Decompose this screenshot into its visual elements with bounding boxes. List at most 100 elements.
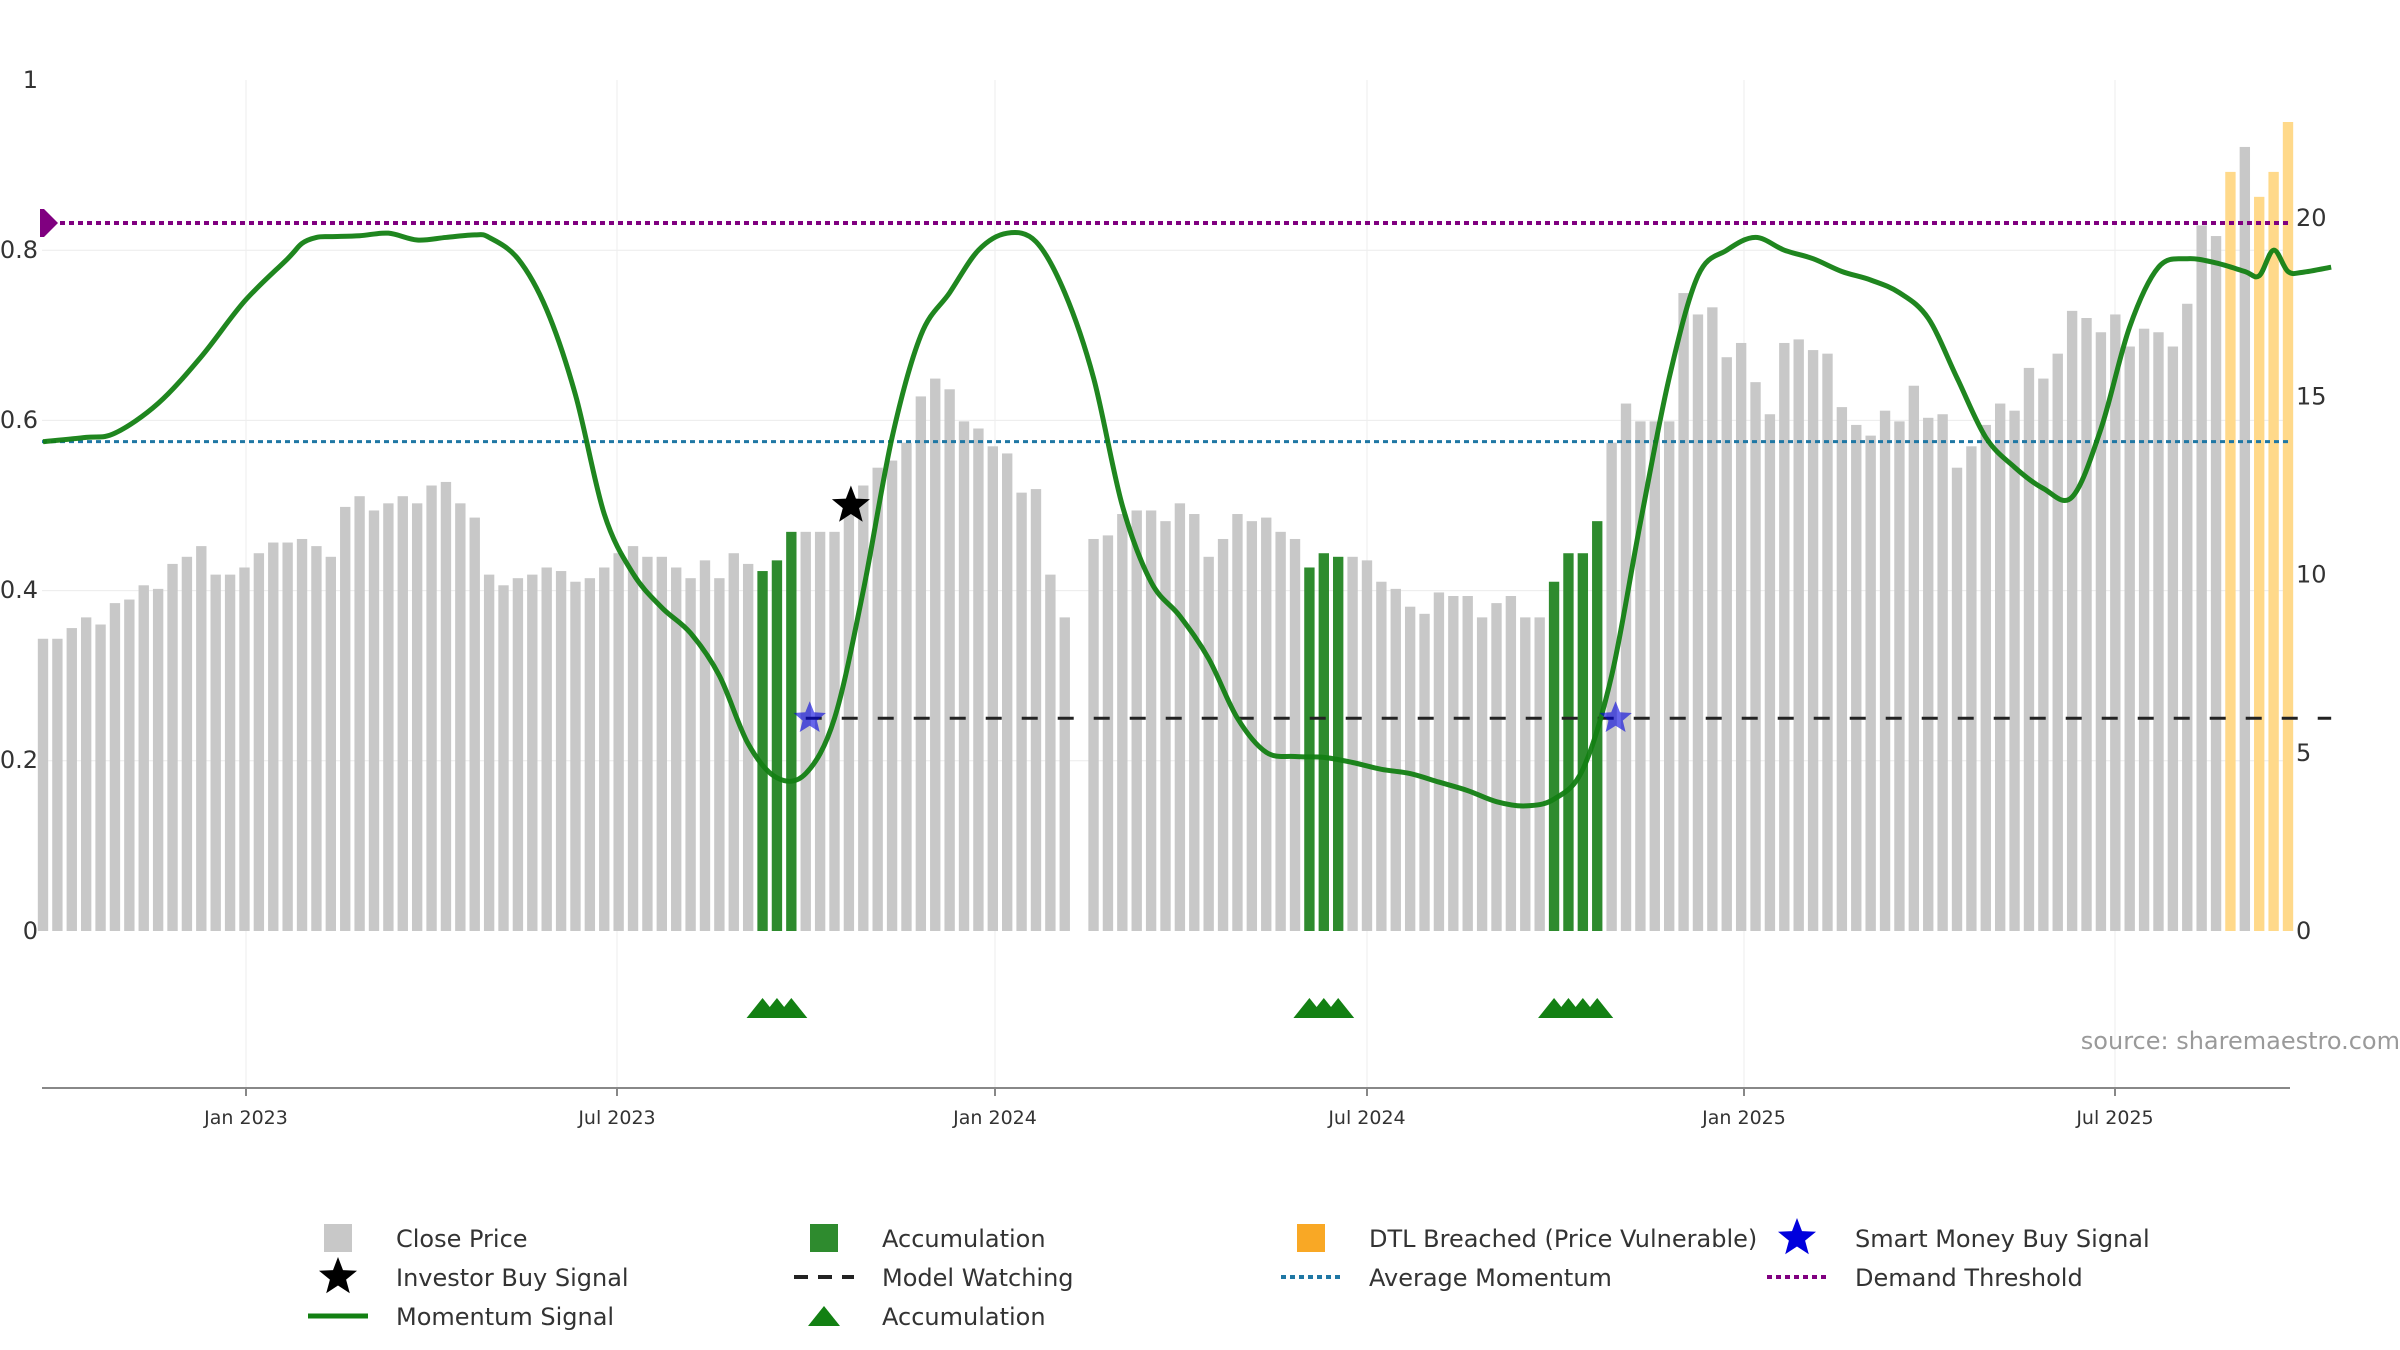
price-bar (152, 588, 164, 931)
price-bar (1189, 514, 1200, 931)
price-bar (95, 624, 106, 931)
y-right-tick-label: 0 (2296, 917, 2311, 945)
price-bar (1980, 424, 1991, 931)
demand-threshold-marker (40, 208, 58, 237)
price-bar (325, 556, 337, 931)
price-bar (1764, 414, 1776, 931)
price-bar (613, 553, 624, 931)
price-bar (872, 467, 883, 931)
price-bar (1376, 581, 1387, 931)
price-bar (599, 567, 610, 931)
price-bar (2081, 318, 2092, 932)
price-bar (2110, 314, 2121, 931)
price-bar (1966, 446, 1977, 931)
price-bar (66, 628, 77, 931)
price-bar (858, 485, 869, 931)
accumulation-triangle (1581, 998, 1614, 1018)
price-bar (1203, 556, 1214, 931)
price-bar (1520, 617, 1531, 931)
price-bar (944, 389, 955, 931)
price-bar (656, 556, 667, 931)
legend-item-momentum: Momentum Signal (308, 1303, 614, 1331)
price-bar (2095, 332, 2107, 932)
price-bar (124, 599, 135, 931)
price-bar (2066, 310, 2078, 931)
price-bar (1145, 510, 1157, 931)
price-bar (1908, 385, 1920, 931)
price-bar (1563, 553, 1574, 931)
y-left-tick-label: 1 (23, 66, 38, 94)
price-bar (1102, 535, 1114, 931)
price-bar (1750, 382, 1761, 932)
price-bar (1016, 492, 1027, 931)
price-bar (1117, 514, 1128, 931)
price-bar (311, 546, 322, 931)
price-bar (1045, 574, 1056, 931)
price-bar (296, 538, 308, 931)
price-bar (1347, 556, 1358, 931)
legend-label: Close Price (396, 1225, 528, 1253)
price-bar (2196, 225, 2207, 931)
price-bar (1404, 606, 1416, 931)
smart-money-buy-star (793, 701, 826, 732)
price-bar (397, 496, 408, 931)
price-bar (426, 485, 437, 931)
price-bar (1304, 567, 1315, 931)
y-left-tick-label: 0.8 (0, 236, 38, 264)
legend-swatch (810, 1224, 838, 1252)
y-left-tick-label: 0.4 (0, 576, 38, 604)
price-bar (757, 571, 768, 931)
price-bar (1275, 531, 1286, 931)
legend-label: Demand Threshold (1855, 1264, 2083, 1292)
price-bar (915, 396, 927, 932)
y-right-tick-label: 5 (2296, 739, 2311, 767)
accumulation-triangle (1322, 998, 1355, 1018)
price-bar (800, 531, 811, 931)
price-bar (282, 542, 293, 931)
price-bar (1620, 403, 1632, 931)
price-bar (1059, 617, 1070, 931)
price-bar (383, 503, 394, 931)
price-bar (210, 574, 221, 931)
legend-label: Accumulation (882, 1225, 1046, 1253)
legend-label: Smart Money Buy Signal (1855, 1225, 2150, 1253)
price-bar (714, 578, 725, 931)
price-bar (642, 556, 653, 931)
price-bar (1361, 560, 1373, 931)
price-bar (1721, 357, 1732, 932)
price-bar (196, 546, 207, 931)
price-bar (541, 567, 552, 931)
price-bar (469, 517, 480, 931)
price-bar (2124, 346, 2135, 931)
price-bar (555, 571, 567, 931)
price-bar (958, 421, 970, 931)
legend-item-watching: Model Watching (794, 1264, 1074, 1292)
price-bar (814, 531, 826, 931)
price-bar (224, 574, 236, 931)
price-bar (181, 556, 193, 931)
price-bar (1894, 421, 1905, 931)
price-bar (2282, 122, 2294, 931)
price-bar (268, 542, 279, 931)
price-bar (987, 446, 998, 931)
price-bar (699, 560, 711, 931)
price-bar (1807, 350, 1819, 931)
y-left-tick-label: 0.2 (0, 746, 38, 774)
price-bar (1649, 421, 1660, 931)
price-bar (1822, 353, 1833, 931)
price-bar (1534, 617, 1545, 931)
legend-label: Model Watching (882, 1264, 1074, 1292)
price-bar (2239, 146, 2251, 931)
legend-item-investor: Investor Buy Signal (319, 1257, 629, 1294)
x-tick-label: Jul 2024 (1327, 1107, 1405, 1129)
legend-swatch (808, 1306, 840, 1326)
legend-label: Momentum Signal (396, 1303, 614, 1331)
price-bar (901, 442, 912, 931)
x-tick-label: Jul 2023 (577, 1107, 655, 1129)
price-bar (1505, 595, 1517, 931)
legend-item-accum_tri: Accumulation (808, 1303, 1046, 1331)
legend-label: Average Momentum (1369, 1264, 1612, 1292)
legend: Close Price Accumulation DTL Breached (Pri… (308, 1218, 2150, 1331)
price-bar (512, 578, 524, 931)
